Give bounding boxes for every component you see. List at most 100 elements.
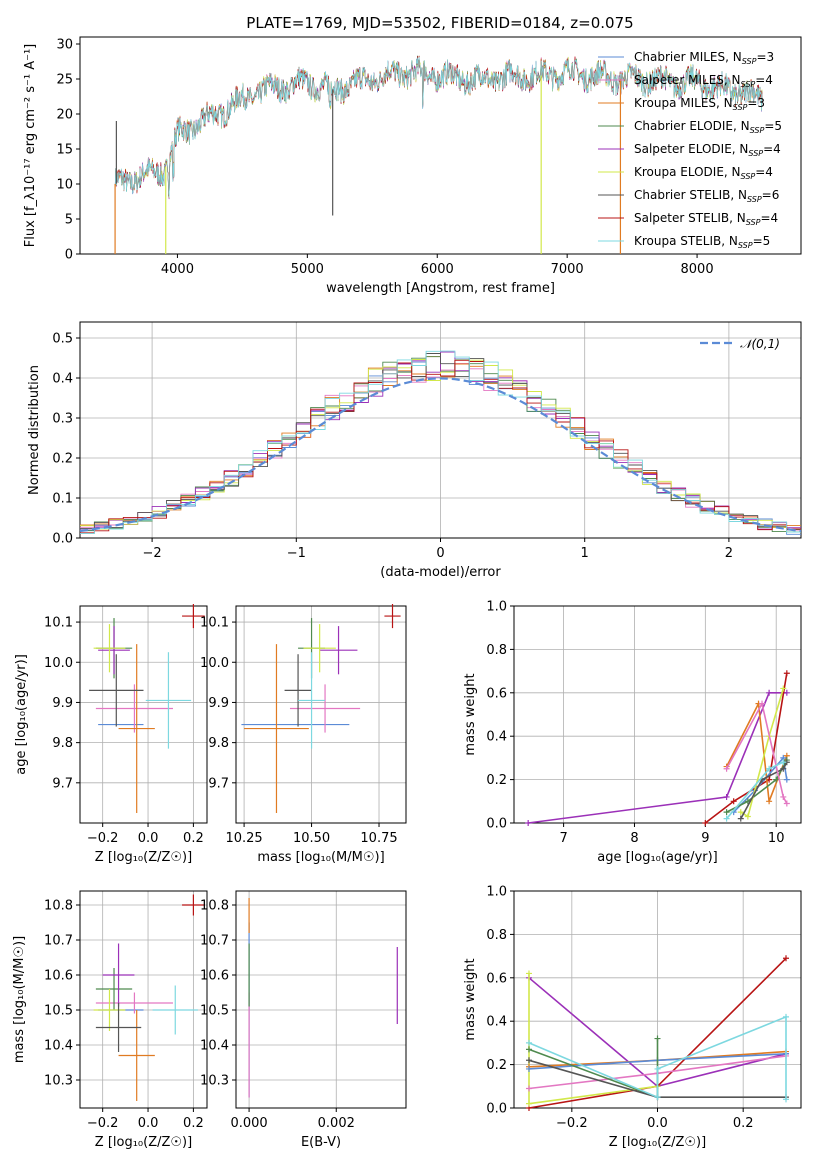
x-tick-label: −2 — [143, 546, 162, 561]
y-tick-label: 10.3 — [44, 1074, 73, 1089]
y-tick-label: 15 — [56, 143, 73, 158]
weight-marker — [654, 1094, 661, 1101]
x-tick-label: 0.002 — [318, 1116, 355, 1131]
legend-label: 𝒩(0,1) — [740, 337, 780, 351]
y-axis-label: mass weight — [463, 673, 478, 755]
residual-histogram — [80, 350, 801, 535]
weight-marker — [525, 1085, 532, 1092]
x-axis-label: Z [log₁₀(Z/Z☉)] — [95, 1135, 192, 1150]
y-tick-label: 0.2 — [52, 452, 73, 467]
y-axis-label: mass [log₁₀(M/M☉)] — [12, 936, 27, 1063]
legend-label: Chabrier STELIB, NSSP=6 — [634, 188, 779, 204]
age_vs_Z-axes: −0.2 0.0 0.2 9.7 9.8 9.9 10.0 10.1 Z [log₁₀(Z/Z☉… — [14, 603, 208, 865]
y-tick-label: 25 — [56, 73, 73, 88]
weight-marker — [783, 689, 790, 696]
x-tick-label: 0.2 — [733, 1116, 754, 1131]
weight-line — [740, 688, 785, 818]
x-tick-label: 6000 — [421, 262, 454, 277]
figure-title: PLATE=1769, MJD=53502, FIBERID=0184, z=0… — [246, 14, 633, 32]
weight-marker — [730, 798, 737, 805]
y-tick-label: 20 — [56, 108, 73, 123]
y-tick-label: 0.6 — [486, 686, 507, 701]
weight-marker — [766, 798, 773, 805]
residuals-axes: −2 −1 0 1 2 0.0 0.1 0.2 0.3 0.4 0.5 (data-model)/er… — [27, 321, 802, 580]
weight-marker — [525, 1046, 532, 1053]
x-tick-label: 0.000 — [230, 1116, 267, 1131]
y-tick-label: 5 — [65, 213, 73, 228]
weight-marker — [773, 776, 780, 783]
weight-marker — [766, 765, 773, 772]
x-tick-label: 4000 — [161, 262, 194, 277]
weight-marker — [525, 1039, 532, 1046]
weight-line — [725, 701, 788, 804]
gaussian-curve — [79, 377, 802, 533]
y-tick-label: 10.4 — [200, 1039, 229, 1054]
weight-marker — [525, 1057, 532, 1064]
x-tick-label: 0.0 — [138, 1116, 159, 1131]
legend-label: Chabrier MILES, NSSP=3 — [634, 50, 774, 66]
y-tick-label: 0.4 — [486, 1015, 507, 1030]
weight-marker — [723, 793, 730, 800]
axes-frame — [79, 36, 802, 255]
y-tick-label: 9.8 — [208, 736, 229, 751]
legend-label: Kroupa ELODIE, NSSP=4 — [634, 165, 773, 181]
x-tick-label: 0.2 — [183, 831, 204, 846]
spectrum-legend: Chabrier MILES, NSSP=3 Salpeter MILES, NS… — [598, 50, 782, 250]
weight-marker — [737, 809, 744, 816]
y-tick-label: 10.8 — [44, 899, 73, 914]
y-tick-label: 10.6 — [200, 969, 229, 984]
y-tick-label: 10.0 — [44, 656, 73, 671]
axes-frame — [513, 890, 802, 1109]
weight-marker — [525, 1100, 532, 1107]
y-tick-label: 0.0 — [52, 532, 73, 547]
x-tick-label: 5000 — [291, 262, 324, 277]
y-tick-label: 9.9 — [52, 696, 73, 711]
x-tick-label: 10.25 — [225, 831, 262, 846]
y-tick-label: 0.3 — [52, 412, 73, 427]
y-tick-label: 0.4 — [52, 372, 73, 387]
weight-marker — [525, 1065, 532, 1072]
x-tick-label: −0.2 — [556, 1116, 588, 1131]
weight-marker — [783, 670, 790, 677]
weight-marker — [723, 815, 730, 822]
y-axis-label: Normed distribution — [27, 365, 42, 495]
x-axis-label: Z [log₁₀(Z/Z☉)] — [609, 1135, 706, 1150]
weight-marker — [737, 815, 744, 822]
axes-frame — [235, 890, 407, 1109]
y-tick-label: 0.8 — [486, 643, 507, 658]
weight-marker — [744, 813, 751, 820]
age_vs_mass-axes: 10.25 10.50 10.75 9.7 9.8 9.9 10.0 10.1 mass [lo… — [200, 603, 407, 865]
y-tick-label: 1.0 — [486, 600, 507, 615]
y-tick-label: 9.7 — [208, 776, 229, 791]
weight-marker — [780, 765, 787, 772]
weight-marker — [783, 955, 790, 962]
legend-label: Kroupa STELIB, NSSP=5 — [634, 234, 770, 250]
mass_vs_Z-axes: −0.2 0.0 0.2 10.3 10.4 10.5 10.6 10.7 10.8 Z [log… — [12, 890, 208, 1150]
x-axis-label: E(B-V) — [301, 1135, 341, 1150]
x-tick-label: 0.2 — [183, 1116, 204, 1131]
spectrum-axes: 4000 5000 6000 7000 8000 0 5 10 15 20 25 30 waveleng… — [23, 36, 802, 296]
axes-frame — [79, 890, 208, 1109]
axes-frame — [79, 605, 208, 824]
y-tick-label: 0.4 — [486, 730, 507, 745]
y-tick-label: 10.5 — [44, 1004, 73, 1019]
weight-marker — [759, 700, 766, 707]
y-tick-label: 0.2 — [486, 773, 507, 788]
weight-marker — [780, 685, 787, 692]
y-tick-label: 10.0 — [200, 656, 229, 671]
y-tick-label: 10.7 — [200, 934, 229, 949]
x-axis-label: Z [log₁₀(Z/Z☉)] — [95, 850, 192, 865]
y-axis-label: mass weight — [463, 958, 478, 1040]
y-tick-label: 10.5 — [200, 1004, 229, 1019]
y-tick-label: 0.2 — [486, 1058, 507, 1073]
y-tick-label: 0.5 — [52, 332, 73, 347]
y-axis-label: age [log₁₀(age/yr)] — [14, 654, 29, 775]
weight-marker — [783, 800, 790, 807]
weight-marker — [654, 1035, 661, 1042]
x-tick-label: 10.75 — [360, 831, 397, 846]
x-tick-label: 7000 — [551, 262, 584, 277]
legend-label: Kroupa MILES, NSSP=3 — [634, 96, 765, 112]
weight-marker — [766, 689, 773, 696]
y-tick-label: 10 — [56, 178, 73, 193]
